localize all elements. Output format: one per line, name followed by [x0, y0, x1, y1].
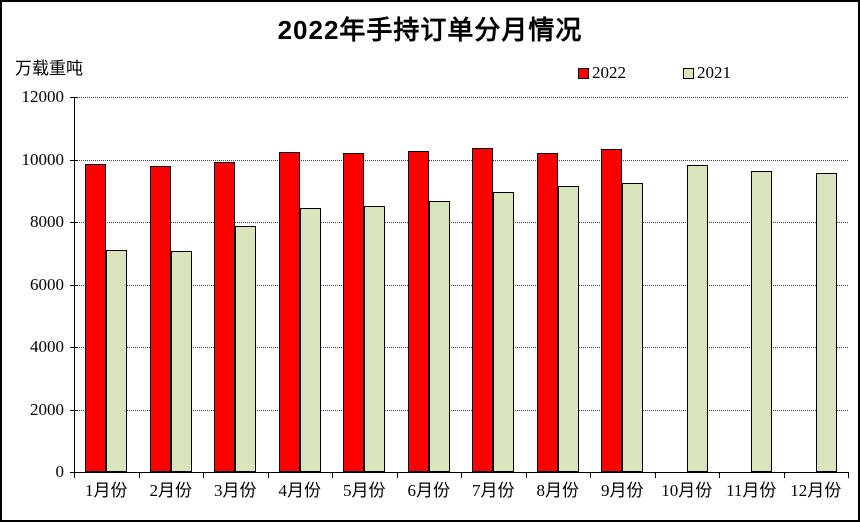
bar-2022-6月份 — [407, 150, 429, 472]
bar-2022-3月份 — [214, 162, 236, 472]
x-tick-mark — [203, 472, 204, 478]
y-tick-label-0: 0 — [55, 462, 65, 481]
gridline-6000 — [74, 284, 848, 286]
x-tick-label-7月份: 7月份 — [472, 481, 515, 500]
bar-2022-8月份 — [536, 153, 558, 472]
x-tick-mark — [461, 472, 462, 478]
bar-2021-10月份 — [686, 165, 708, 472]
x-tick-mark — [848, 472, 849, 478]
bar-2021-11月份 — [751, 170, 773, 472]
y-axis-unit-label: 万载重吨 — [15, 59, 83, 78]
legend-label-2021: 2021 — [697, 63, 731, 82]
x-tick-mark — [267, 472, 269, 478]
bar-2021-1月份 — [106, 249, 128, 472]
gridline-12000 — [74, 97, 848, 98]
y-tick-mark — [70, 409, 78, 411]
x-tick-mark — [719, 472, 720, 478]
x-tick-label-3月份: 3月份 — [214, 481, 257, 500]
bar-2021-6月份 — [428, 201, 450, 472]
bar-2022-2月份 — [149, 165, 171, 472]
y-tick-label-6000: 6000 — [30, 274, 64, 294]
legend-item-2021: 2021 — [683, 64, 731, 82]
x-tick-mark — [74, 472, 75, 478]
bar-2021-7月份 — [493, 191, 515, 472]
x-tick-mark — [525, 472, 527, 478]
chart-title: 2022年手持订单分月情况 — [277, 15, 583, 45]
bar-2021-8月份 — [557, 186, 579, 472]
gridline-2000 — [74, 409, 848, 411]
x-tick-mark — [590, 472, 591, 478]
x-tick-label-2月份: 2月份 — [149, 481, 193, 500]
bar-2022-4月份 — [278, 151, 300, 472]
y-tick-mark — [70, 159, 78, 161]
x-tick-label-5月份: 5月份 — [343, 481, 386, 500]
y-tick-label-8000: 8000 — [30, 212, 64, 231]
bar-2022-1月份 — [85, 164, 107, 472]
plot-area — [74, 97, 848, 472]
y-tick-mark — [70, 284, 78, 286]
gridline-10000 — [74, 159, 848, 161]
bar-2021-4月份 — [299, 208, 321, 472]
legend: 2022 2021 — [2, 64, 858, 82]
x-tick-mark — [332, 472, 333, 478]
bar-2022-7月份 — [472, 148, 494, 472]
x-tick-label-10月份: 10月份 — [661, 481, 713, 500]
bar-2021-3月份 — [235, 226, 257, 472]
x-tick-label-12月份: 12月份 — [790, 481, 842, 500]
x-tick-mark — [396, 472, 398, 478]
x-tick-mark — [138, 472, 140, 478]
bar-2021-12月份 — [815, 172, 837, 472]
bar-2022-5月份 — [343, 152, 365, 472]
y-tick-mark — [70, 222, 78, 223]
x-tick-label-8月份: 8月份 — [536, 481, 580, 500]
y-tick-label-2000: 2000 — [30, 399, 64, 419]
x-tick-mark — [654, 472, 656, 478]
y-tick-label-4000: 4000 — [30, 337, 64, 356]
legend-label-2022: 2022 — [592, 63, 626, 82]
legend-swatch-2021-icon — [683, 67, 694, 79]
legend-item-2022: 2022 — [578, 64, 626, 82]
y-tick-label-12000: 12000 — [21, 87, 65, 106]
x-tick-label-6月份: 6月份 — [407, 481, 451, 500]
bar-2021-2月份 — [170, 251, 192, 472]
bar-2021-9月份 — [622, 183, 644, 472]
gridline-4000 — [74, 347, 848, 348]
gridline-8000 — [74, 222, 848, 223]
x-tick-label-4月份: 4月份 — [278, 481, 322, 500]
x-tick-mark — [783, 472, 785, 478]
bar-2021-5月份 — [364, 205, 386, 472]
legend-swatch-2022-icon — [578, 67, 589, 79]
x-tick-label-9月份: 9月份 — [601, 481, 644, 500]
x-tick-label-11月份: 11月份 — [726, 481, 777, 500]
y-tick-mark — [70, 97, 78, 98]
y-tick-label-10000: 10000 — [21, 149, 65, 169]
x-tick-label-1月份: 1月份 — [85, 481, 128, 500]
bar-2022-9月份 — [601, 149, 623, 472]
y-tick-mark — [70, 347, 78, 348]
